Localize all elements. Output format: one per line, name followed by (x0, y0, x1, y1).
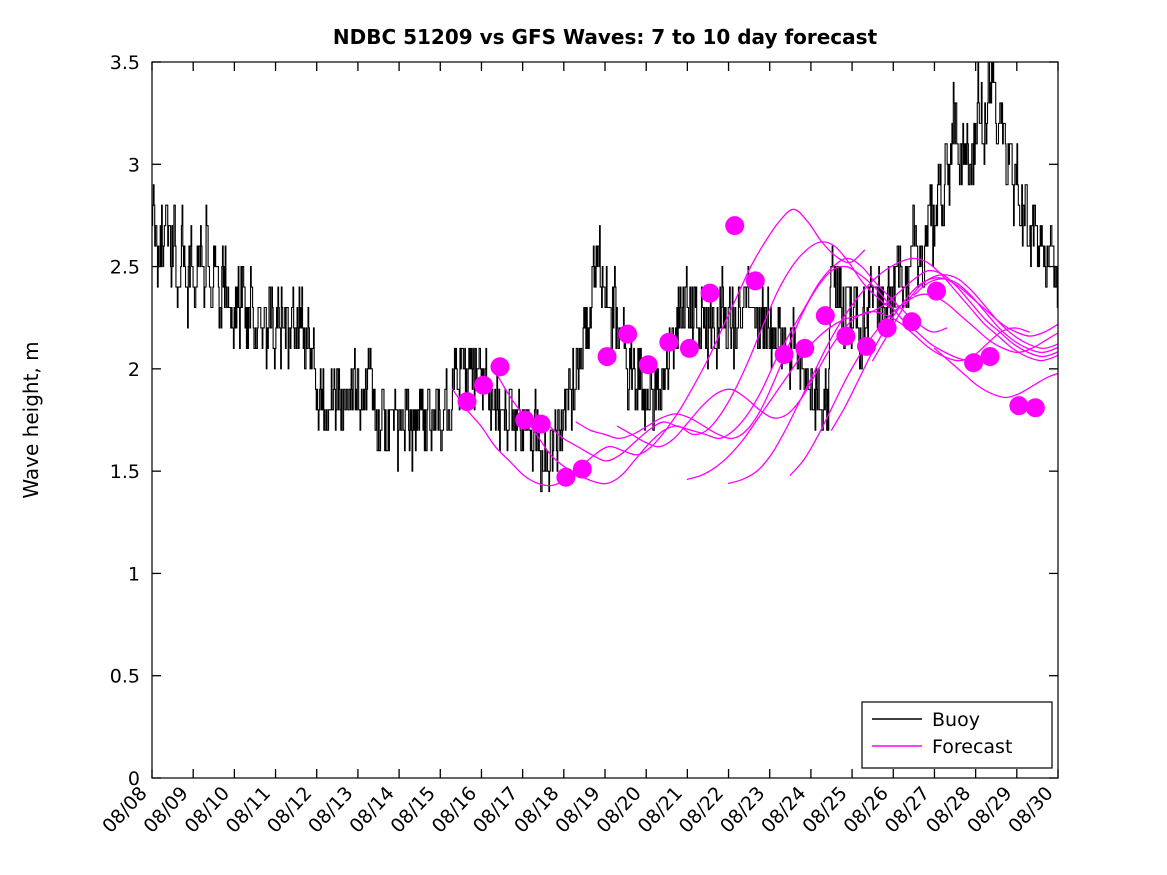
forecast-marker-dot (638, 355, 658, 375)
forecast-marker-dot (474, 375, 494, 395)
forecast-marker-dot (745, 271, 765, 291)
page-title: NDBC 51209 vs GFS Waves: 7 to 10 day for… (333, 25, 878, 49)
forecast-marker-dot (659, 332, 679, 352)
forecast-run-line (616, 310, 1030, 448)
y-tick-label: 3.5 (110, 52, 140, 74)
y-tick-label: 0 (128, 768, 140, 790)
forecast-marker-dot (457, 392, 477, 412)
y-tick-label: 1.5 (110, 461, 140, 483)
forecast-marker-dot (815, 306, 835, 326)
y-tick-label: 3 (128, 154, 140, 176)
forecast-marker-dot (980, 347, 1000, 367)
forecast-marker-dot (490, 357, 510, 377)
buoy-series-line (152, 62, 1058, 493)
forecast-marker-dot (795, 338, 815, 358)
forecast-run-line (451, 208, 866, 487)
forecast-marker-dot (556, 467, 576, 487)
forecast-marker-dot (774, 345, 794, 365)
forecast-marker-dot (857, 336, 876, 356)
forecast-run-line (534, 257, 948, 462)
legend-label-forecast: Forecast (932, 736, 1012, 758)
forecast-run-line (830, 277, 1058, 431)
forecast-marker-dot (572, 459, 592, 479)
y-tick-label: 2.5 (110, 257, 140, 279)
forecast-run-line (789, 293, 1058, 476)
forecast-run-line (727, 257, 1058, 485)
forecast-marker-dot (902, 312, 922, 332)
forecast-run-line (872, 274, 1058, 362)
forecast-marker-dot (927, 281, 947, 301)
forecast-marker-dot (700, 283, 720, 303)
y-tick-label: 2 (128, 359, 140, 381)
forecast-run-line (933, 347, 1058, 399)
forecast-marker-dot (531, 414, 551, 434)
legend-label-buoy: Buoy (932, 709, 980, 731)
forecast-marker-dot (964, 353, 984, 373)
forecast-marker-dot (877, 318, 897, 338)
forecast-run-line (493, 241, 907, 485)
forecast-marker-dot (515, 410, 535, 430)
forecast-marker-dot (725, 216, 745, 236)
forecast-run-line (686, 269, 1058, 480)
y-tick-label: 1 (128, 563, 140, 585)
forecast-marker-dot (679, 338, 699, 358)
axes-box (151, 61, 1059, 779)
forecast-marker-dot (597, 347, 617, 367)
legend-box (861, 701, 1053, 769)
y-axis-label: Wave height, m (19, 341, 43, 498)
y-tick-label: 0.5 (110, 666, 140, 688)
forecast-marker-dot (836, 326, 856, 346)
forecast-marker-dot (1009, 396, 1029, 416)
forecast-marker-dot (618, 324, 638, 344)
forecast-marker-dot (1025, 398, 1045, 418)
plot-area (152, 62, 1058, 493)
forecast-run-line (913, 278, 1058, 354)
chart-legend[interactable]: Buoy Forecast (861, 701, 1053, 769)
